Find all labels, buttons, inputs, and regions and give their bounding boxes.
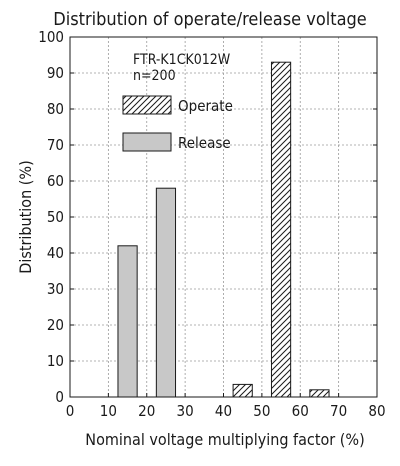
y-tick-label: 20 — [47, 316, 64, 334]
y-axis-label: Distribution (%) — [16, 160, 35, 273]
legend-operate-swatch — [122, 95, 172, 115]
grid — [70, 37, 377, 397]
sample-annotation: n=200 — [133, 68, 176, 84]
bar-operate — [270, 61, 292, 398]
x-tick-label: 20 — [138, 402, 155, 420]
legend-release-swatch — [122, 132, 172, 152]
x-axis-ticks: 0 10 20 30 40 50 60 70 80 — [66, 393, 386, 420]
x-tick-label: 0 — [66, 402, 75, 420]
chart-title: Distribution of operate/release voltage — [53, 9, 367, 30]
legend: Operate Release — [122, 95, 233, 152]
y-tick-label: 0 — [55, 388, 64, 406]
y-tick-label: 80 — [47, 100, 64, 118]
bar-operate — [309, 389, 330, 398]
y-tick-label: 10 — [47, 352, 64, 370]
x-tick-label: 80 — [368, 402, 385, 420]
y-tick-label: 30 — [47, 280, 64, 298]
y-tick-label: 70 — [47, 136, 64, 154]
y-axis-ticks: 0 10 20 30 40 50 60 70 80 90 100 — [38, 28, 377, 406]
legend-release-label: Release — [178, 134, 231, 152]
bar-release — [155, 187, 177, 398]
x-tick-label: 50 — [253, 402, 270, 420]
bar-operate — [232, 383, 253, 398]
x-tick-label: 10 — [100, 402, 117, 420]
legend-operate-label: Operate — [178, 97, 233, 115]
y-tick-label: 100 — [38, 28, 64, 46]
x-tick-label: 70 — [330, 402, 347, 420]
y-tick-label: 40 — [47, 244, 64, 262]
y-tick-label: 90 — [47, 64, 64, 82]
x-tick-label: 30 — [177, 402, 194, 420]
x-axis-label: Nominal voltage multiplying factor (%) — [85, 430, 364, 449]
y-tick-label: 50 — [47, 208, 64, 226]
model-annotation: FTR-K1CK012W — [133, 52, 231, 68]
x-tick-label: 60 — [292, 402, 309, 420]
bar-release — [117, 245, 138, 398]
x-tick-label: 40 — [215, 402, 232, 420]
bars — [117, 61, 330, 398]
y-tick-label: 60 — [47, 172, 64, 190]
